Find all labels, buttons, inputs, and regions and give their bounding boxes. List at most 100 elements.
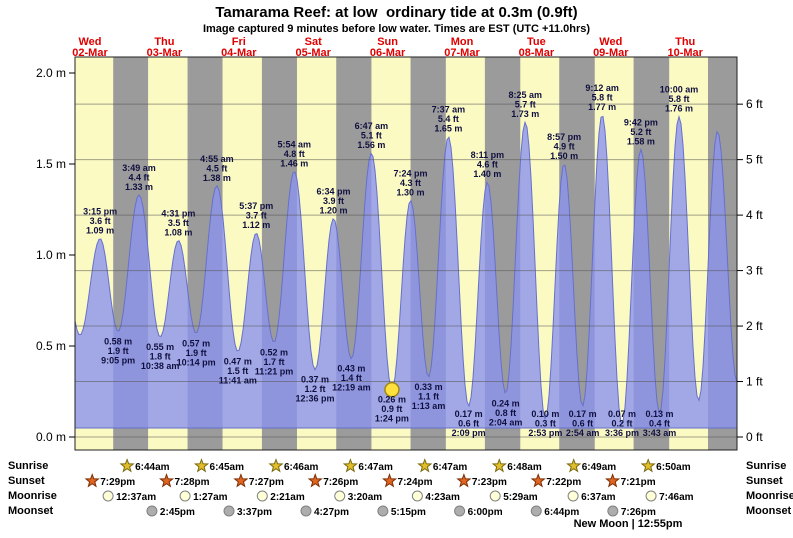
day-label-date: 04-Mar [221, 47, 257, 59]
plot-border [74, 56, 738, 451]
tide-high-label: 9:42 pm 5.2 ft 1.58 m [624, 117, 658, 146]
tide-high-label: 8:11 pm 4.6 ft 1.40 m [471, 150, 505, 179]
day-label-date: 03-Mar [147, 47, 183, 59]
moonrise-circle-icon [645, 490, 657, 502]
new-moon-note: New Moon | 12:55pm [573, 518, 683, 530]
tide-low-label: 0.26 m 0.9 ft 1:24 pm [375, 395, 409, 424]
chart-subtitle: Image captured 9 minutes before low wate… [202, 23, 591, 35]
sunrise-star-icon [193, 458, 210, 473]
sunrise-star-icon [640, 458, 656, 473]
tide-low-label: 0.57 m 1.9 ft 10:14 pm [177, 338, 216, 367]
day-label-weekday: Tue [527, 36, 546, 48]
day-label-weekday: Wed [599, 36, 622, 48]
sunset-label-left: Sunset [8, 475, 45, 487]
day-label-date: 09-Mar [593, 47, 629, 59]
tide-high-label: 5:54 am 4.8 ft 1.46 m [278, 139, 312, 168]
y-axis-label-left: 1.5 m [36, 157, 66, 171]
sunrise-star-icon [566, 458, 582, 473]
sunset-time: 7:21pm [621, 477, 656, 488]
tide-low-label: 0.07 m 0.2 ft 3:36 pm [605, 409, 639, 438]
day-label-date: 08-Mar [519, 47, 555, 59]
tide-low-label: 0.24 m 0.8 ft 2:04 am [489, 398, 523, 427]
tide-low-label: 0.33 m 1.1 ft 1:13 am [412, 382, 446, 411]
moonrise-time: 1:27am [193, 492, 228, 503]
day-label-date: 07-Mar [444, 47, 480, 59]
tide-low-label: 0.10 m 0.3 ft 2:53 pm [528, 409, 562, 438]
sunset-time: 7:29pm [100, 477, 135, 488]
y-axis-label-left: 0.0 m [36, 430, 66, 444]
day-label-weekday: Sun [377, 36, 398, 48]
sunset-time: 7:24pm [398, 477, 433, 488]
moonset-time: 2:45pm [160, 507, 195, 518]
moonset-circle-icon [146, 505, 158, 517]
y-axis-label-right: 5 ft [746, 153, 763, 167]
tide-high-label: 7:37 am 5.4 ft 1.65 m [432, 105, 466, 134]
moonrise-circle-icon [567, 490, 579, 502]
sunset-star-icon [84, 473, 100, 488]
sunrise-time: 6:49am [582, 462, 617, 473]
moonset-circle-icon [377, 505, 389, 517]
tide-high-label: 6:34 pm 3.9 ft 1.20 m [317, 187, 351, 216]
tide-high-label: 6:47 am 5.1 ft 1.56 m [355, 121, 389, 150]
sunset-time: 7:27pm [249, 477, 284, 488]
tide-high-label: 3:15 pm 3.6 ft 1.09 m [83, 207, 117, 236]
tide-high-label: 9:12 am 5.8 ft 1.77 m [585, 83, 619, 112]
day-label-date: 10-Mar [667, 47, 703, 59]
sunset-star-icon [605, 473, 621, 488]
moonset-time: 4:27pm [314, 507, 349, 518]
tide-low-label: 0.52 m 1.7 ft 11:21 pm [255, 347, 294, 376]
moonset-time: 5:15pm [391, 507, 426, 518]
sunset-time: 7:22pm [546, 477, 581, 488]
sunrise-time: 6:50am [656, 462, 691, 473]
day-label-weekday: Thu [154, 36, 174, 48]
moonrise-circle-icon [411, 490, 423, 502]
sunset-time: 7:28pm [175, 477, 210, 488]
chart-title: Tamarama Reef: at low ordinary tide at 0… [215, 4, 578, 21]
moonrise-time: 3:20am [348, 492, 383, 503]
moonset-circle-icon [530, 505, 542, 517]
sunset-star-icon [307, 473, 323, 488]
sunrise-star-icon [268, 458, 284, 473]
moonset-time: 6:00pm [468, 507, 503, 518]
moonrise-time: 6:37am [581, 492, 616, 503]
tide-high-label: 5:37 pm 3.7 ft 1.12 m [239, 201, 273, 230]
tide-low-label: 0.47 m 1.5 ft 11:41 am [219, 357, 257, 386]
moonrise-circle-icon [256, 490, 268, 502]
tide-high-label: 4:55 am 4.5 ft 1.38 m [200, 154, 234, 183]
moonrise-time: 5:29am [503, 492, 538, 503]
moonset-label-right: Moonset [746, 505, 792, 517]
sunset-star-icon [456, 473, 472, 488]
tide-high-label: 4:31 pm 3.5 ft 1.08 m [161, 208, 195, 237]
sunrise-star-icon [119, 458, 135, 473]
tide-low-label: 0.17 m 0.6 ft 2:54 am [566, 409, 600, 438]
tide-high-label: 10:00 am 5.8 ft 1.76 m [660, 85, 699, 114]
moonrise-label-left: Moonrise [8, 490, 57, 502]
sunset-star-icon [530, 473, 546, 488]
tide-low-label: 0.43 m 1.4 ft 12:19 am [332, 364, 371, 393]
tide-low-label: 0.13 m 0.4 ft 3:43 am [643, 409, 677, 438]
sunset-star-icon [382, 473, 398, 488]
sunrise-time: 6:47am [358, 462, 393, 473]
moonset-circle-icon [300, 505, 312, 517]
moonset-circle-icon [223, 505, 235, 517]
sunrise-star-icon [417, 458, 433, 473]
y-axis-label-right: 4 ft [746, 208, 763, 222]
moonset-label-left: Moonset [8, 505, 54, 517]
tide-low-label: 0.17 m 0.6 ft 2:09 pm [452, 409, 486, 438]
sunset-star-icon [233, 473, 249, 488]
tide-high-label: 8:57 pm 4.9 ft 1.50 m [547, 132, 581, 161]
moonrise-time: 12:37am [116, 492, 156, 503]
day-label-weekday: Wed [78, 36, 101, 48]
tide-high-label: 8:25 am 5.7 ft 1.73 m [509, 90, 543, 119]
y-axis-label-right: 3 ft [746, 264, 763, 278]
day-label-weekday: Fri [232, 36, 246, 48]
day-label-date: 05-Mar [295, 47, 331, 59]
sunrise-star-icon [491, 458, 507, 473]
sunrise-time: 6:48am [507, 462, 542, 473]
day-label-weekday: Thu [675, 36, 695, 48]
sunrise-label-right: Sunrise [746, 460, 787, 472]
sunrise-star-icon [342, 458, 358, 473]
day-label-weekday: Sat [305, 36, 322, 48]
y-axis-label-right: 2 ft [746, 319, 763, 333]
